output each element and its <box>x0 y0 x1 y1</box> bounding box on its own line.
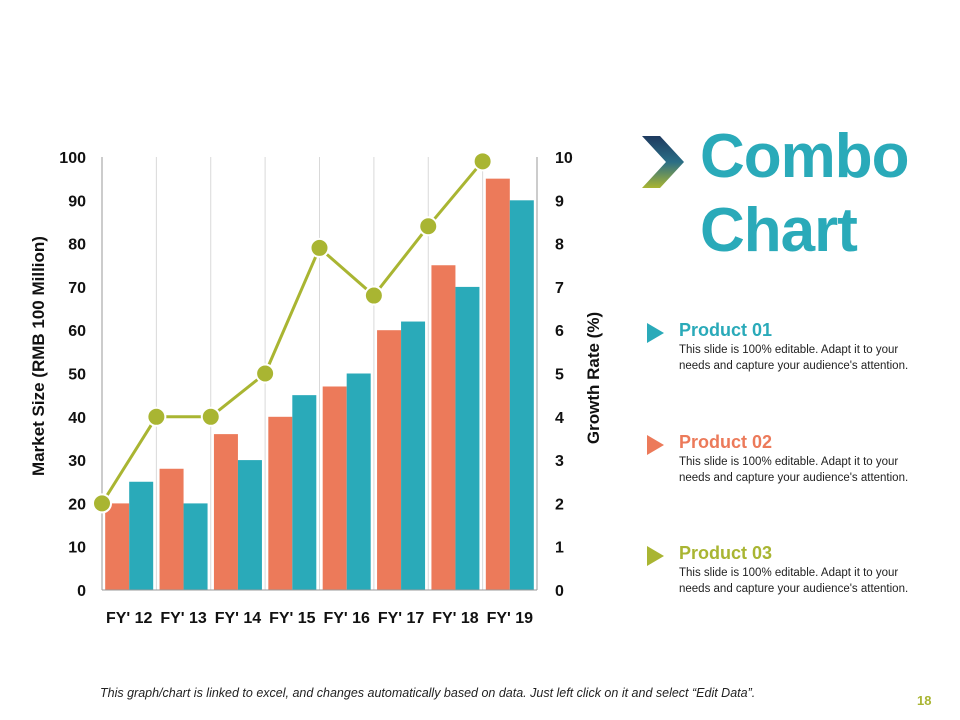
footer-note: This graph/chart is linked to excel, and… <box>100 686 756 700</box>
growth-point-5 <box>309 237 330 258</box>
right-tick-label: 6 <box>555 323 564 340</box>
bar-1-6 <box>377 330 402 590</box>
category-label: FY' 18 <box>432 610 479 627</box>
growth-point-8 <box>472 151 493 172</box>
left-tick-label: 10 <box>68 540 86 557</box>
bar-2-2 <box>183 503 208 590</box>
bar-2-4 <box>292 395 317 590</box>
right-tick-label: 5 <box>555 367 564 384</box>
right-tick-label: 8 <box>555 237 564 254</box>
category-label: FY' 17 <box>378 610 425 627</box>
growth-point-6 <box>363 285 384 306</box>
combo-chart: 0 10 20 30 40 50 60 70 80 90 100 0 1 2 3 4 5 6 7 8 9 10 FY' 12… <box>29 150 603 627</box>
right-tick-label: 7 <box>555 280 564 297</box>
category-label: FY' 19 <box>487 610 534 627</box>
right-tick-label: 2 <box>555 496 564 513</box>
product-name: Product 03 <box>679 543 773 563</box>
left-tick-label: 80 <box>68 237 86 254</box>
growth-point-3 <box>200 406 221 427</box>
right-tick-label: 0 <box>555 583 564 600</box>
right-tick-label: 9 <box>555 193 564 210</box>
bar-2-5 <box>346 373 371 590</box>
category-label: FY' 14 <box>215 610 262 627</box>
bar-1-8 <box>485 178 510 590</box>
left-tick-label: 30 <box>68 453 86 470</box>
growth-point-4 <box>255 363 276 384</box>
right-tick-label: 4 <box>555 410 564 427</box>
bar-2-1 <box>129 481 154 590</box>
growth-point-2 <box>146 406 167 427</box>
triangle-play-icon <box>647 435 664 455</box>
bar-1-2 <box>159 468 184 590</box>
chart-axes <box>101 157 538 591</box>
growth-point-7 <box>418 216 439 237</box>
left-axis-title: Market Size (RMB 100 Million) <box>29 236 48 476</box>
right-axis-title: Growth Rate (%) <box>584 312 603 444</box>
chart-growth-line <box>92 151 493 514</box>
product-name: Product 02 <box>679 432 773 452</box>
chevron-icon <box>642 136 684 188</box>
product-description: This slide is 100% editable. Adapt it to… <box>679 344 909 372</box>
left-tick-label: 60 <box>68 323 86 340</box>
bar-2-6 <box>401 321 426 590</box>
right-tick-label: 3 <box>555 453 564 470</box>
bar-1-5 <box>322 386 347 590</box>
chart-labels: 0 10 20 30 40 50 60 70 80 90 100 0 1 2 3 4 5 6 7 8 9 10 FY' 12… <box>59 150 573 627</box>
chart-bars <box>105 178 534 591</box>
category-label: FY' 15 <box>269 610 316 627</box>
growth-point-1 <box>92 493 112 514</box>
bar-1-7 <box>431 265 456 590</box>
title-line-1: Combo <box>700 122 910 191</box>
triangle-play-icon <box>647 323 664 343</box>
category-label: FY' 12 <box>106 610 153 627</box>
page-number: 18 <box>917 693 932 708</box>
product-name: Product 01 <box>679 320 773 340</box>
left-tick-label: 50 <box>68 367 86 384</box>
right-tick-label: 1 <box>555 540 564 557</box>
bar-2-3 <box>237 460 262 590</box>
product-description: This slide is 100% editable. Adapt it to… <box>679 567 909 595</box>
left-tick-label: 100 <box>59 150 86 167</box>
category-label: FY' 16 <box>323 610 370 627</box>
left-tick-label: 70 <box>68 280 86 297</box>
bar-1-1 <box>105 503 130 590</box>
right-tick-label: 10 <box>555 150 573 167</box>
bar-2-8 <box>509 200 534 591</box>
product-description: This slide is 100% editable. Adapt it to… <box>679 456 909 484</box>
title-line-2: Chart <box>700 196 858 265</box>
category-label: FY' 13 <box>160 610 207 627</box>
left-tick-label: 20 <box>68 496 86 513</box>
bar-1-4 <box>268 416 293 590</box>
bar-1-3 <box>213 434 238 590</box>
left-tick-label: 90 <box>68 193 86 210</box>
left-tick-label: 40 <box>68 410 86 427</box>
triangle-play-icon <box>647 546 664 566</box>
left-tick-label: 0 <box>77 583 86 600</box>
bar-2-7 <box>455 286 480 590</box>
